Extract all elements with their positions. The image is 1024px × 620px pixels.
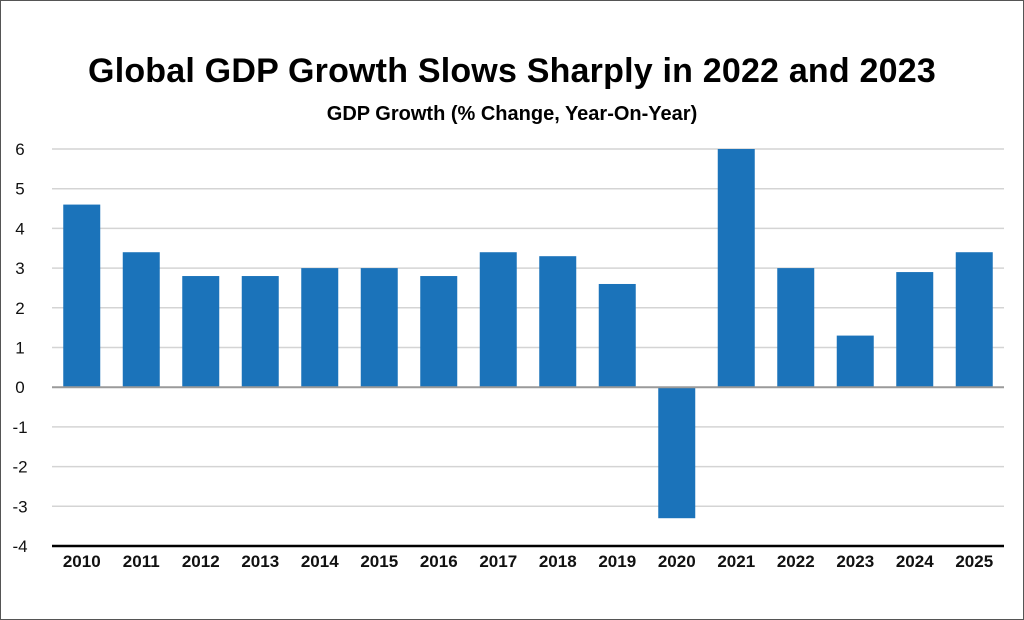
bar	[420, 276, 458, 388]
x-tick-label: 2011	[123, 552, 160, 571]
bar	[658, 387, 696, 519]
bar	[539, 256, 577, 388]
y-tick-label: 6	[15, 140, 24, 159]
x-tick-label: 2020	[658, 552, 696, 571]
x-tick-label: 2019	[598, 552, 636, 571]
x-tick-label: 2025	[955, 552, 993, 571]
x-tick-label: 2022	[777, 552, 815, 571]
x-tick-label: 2013	[241, 552, 279, 571]
x-tick-label: 2023	[836, 552, 874, 571]
y-axis-ticks: 6 5 4 3 2 1 0 -1 -2 -3 -4	[12, 140, 27, 556]
y-tick-label: 0	[15, 378, 24, 397]
x-tick-label: 2015	[360, 552, 398, 571]
y-tick-label: -1	[12, 418, 27, 437]
bar	[479, 252, 517, 388]
y-tick-label: 4	[15, 219, 24, 238]
x-tick-label: 2010	[63, 552, 101, 571]
y-tick-label: 5	[15, 180, 24, 199]
x-tick-label: 2018	[539, 552, 577, 571]
x-tick-label: 2021	[717, 552, 755, 571]
bar	[717, 149, 755, 388]
chart-subtitle: GDP Growth (% Change, Year-On-Year)	[326, 103, 698, 125]
y-tick-label: 2	[15, 299, 24, 318]
bar	[836, 335, 874, 388]
y-tick-label: 1	[15, 339, 24, 358]
bar	[63, 204, 101, 388]
y-tick-label: -3	[12, 497, 27, 516]
bar	[122, 252, 160, 388]
x-tick-label: 2012	[182, 552, 220, 571]
x-tick-label: 2024	[896, 552, 934, 571]
bar	[777, 268, 815, 388]
bar	[896, 272, 934, 388]
y-tick-label: -4	[12, 537, 27, 556]
bar	[241, 276, 279, 388]
bar	[360, 268, 398, 388]
x-tick-label: 2016	[420, 552, 458, 571]
bar	[301, 268, 339, 388]
bar	[182, 276, 220, 388]
x-axis-ticks: 2010 2011 2012 2013 2014 2015 2016 2017 2018 2019…	[63, 552, 993, 571]
bar	[955, 252, 993, 388]
y-tick-label: -2	[12, 458, 27, 477]
axes	[52, 386, 1004, 548]
x-tick-label: 2014	[301, 552, 339, 571]
x-tick-label: 2017	[479, 552, 517, 571]
chart-title: Global GDP Growth Slows Sharply in 2022 …	[88, 52, 936, 90]
bars	[63, 149, 993, 519]
bar	[598, 283, 636, 388]
y-tick-label: 3	[15, 259, 24, 278]
